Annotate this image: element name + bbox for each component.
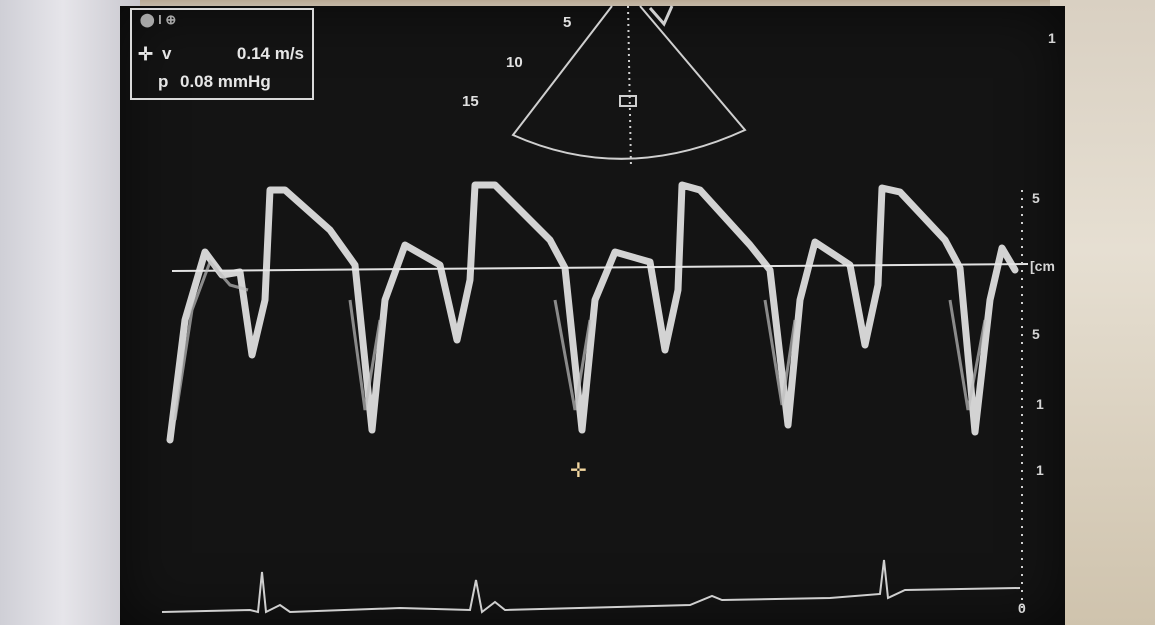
scale-label-1b: 1 [1036,462,1044,478]
sector-center-line [627,5,632,169]
scale-label-cm: [cm [1030,258,1055,274]
sector-outline [511,5,747,160]
velocity-value: 0.14 m/s [236,44,304,63]
doppler-baseline [171,263,1029,272]
sector-scan [511,5,747,169]
background-right [1050,0,1155,625]
background-left [0,0,140,625]
scale-label-1a: 1 [1036,396,1044,412]
sample-gate [619,95,637,107]
scale-label-5-lower: 5 [1032,326,1040,342]
measurement-info-box: ⬤ I ⊕ ✛ v 0.14 m/s p 0.08 mmHg [130,8,314,100]
crosshair-icon: ✛ [138,44,154,64]
doppler-spectrum [166,181,1019,444]
depth-label-15: 15 [462,93,479,110]
depth-label-5: 5 [563,14,572,31]
velocity-label: v [162,44,172,63]
mode-label: ⬤ I ⊕ [140,12,177,27]
doppler-spectrum-fill [173,259,987,421]
scale-label-0: 0 [1018,600,1026,616]
sector-marker [648,5,674,27]
pressure-label: p [158,72,169,91]
ecg-trace [161,559,1021,614]
depth-label-10: 10 [506,54,523,71]
pressure-value: 0.08 mmHg [180,72,271,91]
waveform-trace [166,181,1019,444]
scale-top-marker: 1 [1048,30,1056,46]
scale-label-5-upper: 5 [1032,190,1040,206]
crosshair-icon: ✛ [570,460,587,482]
